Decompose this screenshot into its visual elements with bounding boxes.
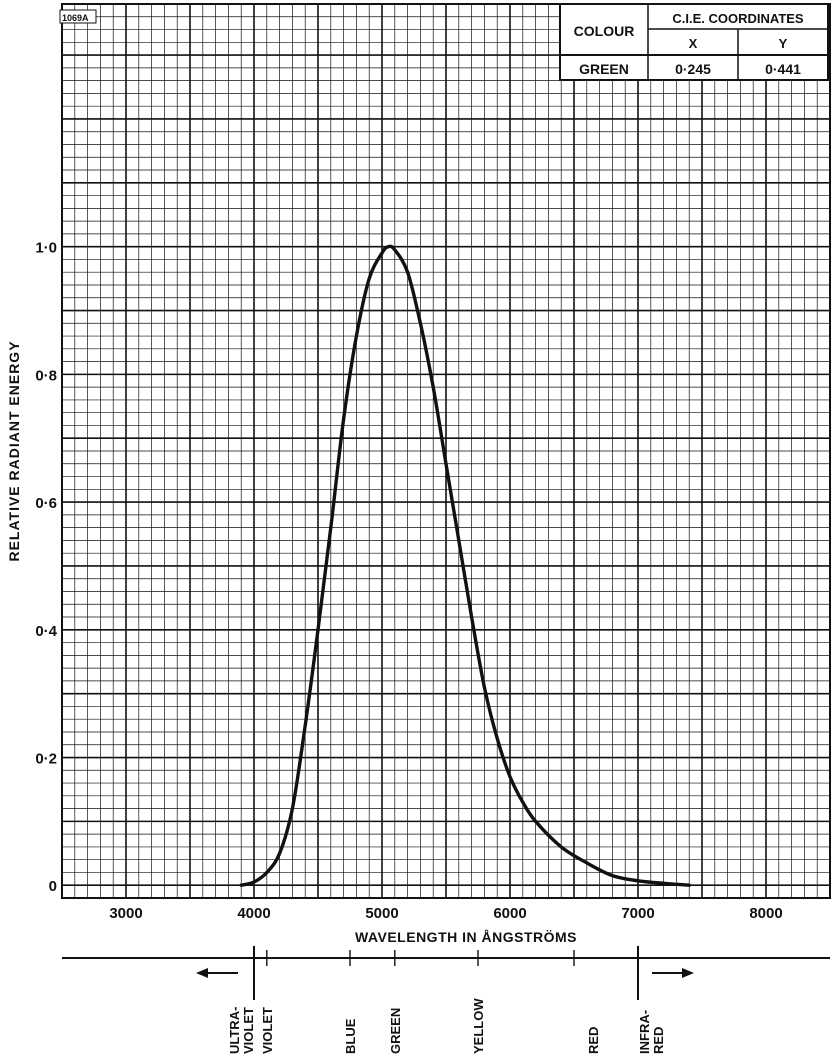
spectrum-band-text: INFRA-: [637, 1010, 652, 1054]
spectrum-band-label: RED: [586, 1027, 601, 1054]
spectral-curve: [239, 244, 691, 887]
cie-row-colour: GREEN: [579, 61, 629, 77]
y-axis-label: RELATIVE RADIANT ENERGY: [6, 340, 22, 561]
y-tick-label: 1·0: [35, 240, 57, 257]
ir-arrow-head: [682, 968, 694, 978]
x-axis-label: WAVELENGTH IN ÅNGSTRÖMS: [355, 929, 577, 945]
y-tick-label: 0·6: [35, 495, 57, 512]
spectrum-band-text: GREEN: [388, 1008, 403, 1054]
y-tick-label: 0·4: [35, 623, 57, 640]
spectrum-band-text: ULTRA-: [227, 1007, 242, 1054]
cie-table: COLOUR C.I.E. COORDINATES X Y GREEN 0·24…: [559, 3, 829, 81]
spectrum-band-label: ULTRA- VIOLET: [227, 1007, 256, 1054]
cie-col-x: X: [689, 36, 698, 51]
curve-layer: [239, 244, 691, 887]
spectrum-band-text: RED: [586, 1027, 601, 1054]
uv-arrow-head: [196, 968, 208, 978]
spectrum-band-label: BLUE: [343, 1018, 358, 1054]
y-tick-label: 0·8: [35, 367, 57, 384]
spectrum-band-label: YELLOW: [471, 998, 486, 1054]
cie-col-coordinates: C.I.E. COORDINATES: [672, 11, 804, 26]
spectrum-band-text: RED: [651, 1027, 666, 1054]
x-tick-label: 8000: [749, 905, 782, 922]
x-tick-label: 6000: [493, 905, 526, 922]
spectrum-band-text: YELLOW: [471, 998, 486, 1054]
cie-row-x: 0·245: [675, 61, 711, 77]
cie-col-y: Y: [779, 36, 788, 51]
y-tick-label: 0: [49, 878, 57, 895]
figure-id: 1069A: [62, 13, 89, 23]
spectrum-labels: ULTRA- VIOLET VIOLET BLUE GREEN YELLOW RED INFR…: [227, 998, 666, 1054]
plot-frame: [61, 3, 831, 899]
x-tick-label: 4000: [237, 905, 270, 922]
cie-row-y: 0·441: [765, 61, 801, 77]
x-tick-label: 7000: [621, 905, 654, 922]
spectrum-band-label: INFRA- RED: [637, 1010, 666, 1054]
figure-id-box: [59, 9, 97, 24]
y-tick-labels: 0 0·2 0·4 0·6 0·8 1·0: [35, 240, 57, 896]
y-tick-label: 0·2: [35, 751, 57, 768]
spectrum-band-text: VIOLET: [260, 1007, 275, 1054]
cie-col-colour: COLOUR: [574, 23, 635, 39]
spectrum-ticks: [253, 946, 639, 1000]
spectrum-band-label: GREEN: [388, 1008, 403, 1054]
x-tick-label: 5000: [365, 905, 398, 922]
spectrum-band-text: VIOLET: [241, 1007, 256, 1054]
spectrum-band-text: BLUE: [343, 1018, 358, 1054]
spectrum-scale: ULTRA- VIOLET VIOLET BLUE GREEN YELLOW RED INFR…: [62, 946, 830, 1054]
spectrum-band-label: VIOLET: [260, 1007, 275, 1054]
cie-table-bg: [559, 3, 829, 81]
x-tick-label: 3000: [109, 905, 142, 922]
grid-major: [61, 4, 831, 898]
x-tick-labels: 3000 4000 5000 6000 7000 8000: [109, 905, 782, 922]
